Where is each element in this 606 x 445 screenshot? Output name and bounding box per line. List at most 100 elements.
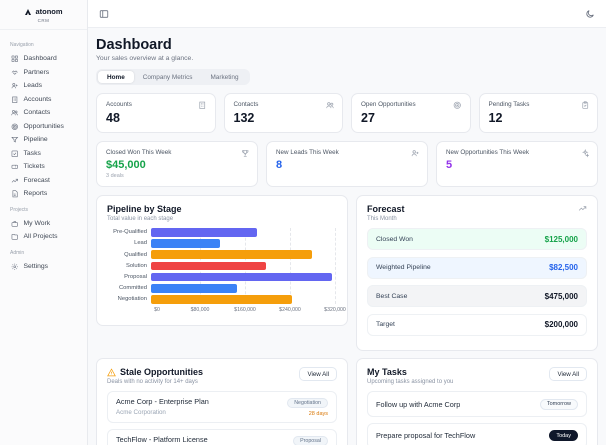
chart-bar xyxy=(151,228,258,237)
logo-icon xyxy=(24,8,32,16)
stat-label: Contacts xyxy=(233,101,259,108)
sidebar-item-leads[interactable]: Leads xyxy=(9,79,78,93)
tab-marketing[interactable]: Marketing xyxy=(210,73,239,81)
forecast-subtitle: This Month xyxy=(367,216,397,222)
sparkles-icon xyxy=(581,149,590,158)
bottom-row: Stale Opportunities Deals with no activi… xyxy=(96,358,598,445)
sidebar-item-partners[interactable]: Partners xyxy=(9,66,78,80)
stat-label: Open Opportunities xyxy=(361,101,416,108)
sidebar-item-pipeline[interactable]: Pipeline xyxy=(9,133,78,147)
task-title: Prepare proposal for TechFlow xyxy=(376,431,476,440)
sidebar-item-label: Partners xyxy=(23,68,50,76)
nav-section-label: Navigation xyxy=(10,42,34,48)
stat-cards-row: Accounts 48 Contacts 132 Open Opportunit… xyxy=(96,93,598,133)
chart-x-tick-label: $320,000 xyxy=(324,307,346,314)
sidebar-item-tickets[interactable]: Tickets xyxy=(9,160,78,174)
stale-item[interactable]: TechFlow - Platform License TechFlow Sol… xyxy=(107,428,337,445)
stale-item[interactable]: Acme Corp - Enterprise Plan Acme Corpora… xyxy=(107,391,337,423)
user-plus-icon xyxy=(11,82,19,90)
tasks-view-all-button[interactable]: View All xyxy=(549,367,587,381)
sidebar-toggle-icon[interactable] xyxy=(99,9,109,19)
funnel-icon xyxy=(11,136,19,144)
trending-up-icon xyxy=(578,204,587,213)
folder-icon xyxy=(11,233,19,241)
sidebar-item-settings[interactable]: Settings xyxy=(9,260,78,274)
tasks-subtitle: Upcoming tasks assigned to you xyxy=(367,379,454,385)
tab-home[interactable]: Home xyxy=(98,71,134,83)
trophy-icon xyxy=(241,149,250,158)
middle-row: Pipeline by Stage Total value in each st… xyxy=(96,195,598,351)
sidebar-nav: Navigation Dashboard Partners Leads Acco… xyxy=(0,30,87,279)
dashboard-content: Dashboard Your sales overview at a glanc… xyxy=(88,28,606,445)
task-due-badge: Tomorrow xyxy=(539,398,578,410)
sidebar-item-label: Dashboard xyxy=(23,55,57,63)
stat-label: Pending Tasks xyxy=(488,101,530,108)
highlight-cards-row: Closed Won This Week $45,000 3 deals New… xyxy=(96,141,598,187)
sidebar-item-tasks[interactable]: Tasks xyxy=(9,147,78,161)
tab-bar: Home Company Metrics Marketing xyxy=(96,69,250,85)
forecast-row: Target $200,000 xyxy=(367,313,587,336)
chart-category-label: Negotiation xyxy=(117,296,147,303)
chart-bar xyxy=(151,239,220,248)
forecast-row-value: $82,500 xyxy=(549,263,578,272)
sidebar-item-label: Contacts xyxy=(23,109,51,117)
stale-subtitle: Deals with no activity for 14+ days xyxy=(107,379,198,385)
stale-days: 28 days xyxy=(308,411,328,417)
highlight-sub: 3 deals xyxy=(106,173,124,179)
highlight-value: 8 xyxy=(276,159,283,171)
tasks-title: My Tasks xyxy=(367,367,407,377)
pipeline-chart-rows: Pre-Qualified Lead Qualified Solution Propos… xyxy=(107,228,337,304)
sidebar-item-forecast[interactable]: Forecast xyxy=(9,174,78,188)
sidebar-item-label: Tasks xyxy=(23,149,41,157)
briefcase-icon xyxy=(11,220,19,228)
stale-item-title: TechFlow - Platform License xyxy=(116,434,208,444)
sidebar-item-contacts[interactable]: Contacts xyxy=(9,106,78,120)
sidebar-item-label: Leads xyxy=(23,82,43,90)
stat-value: 132 xyxy=(233,111,255,125)
sidebar-item-all-projects[interactable]: All Projects xyxy=(9,230,78,244)
tasks-list: Follow up with Acme Corp Tomorrow Prepar… xyxy=(367,391,587,445)
file-text-icon xyxy=(11,190,19,198)
forecast-card: Forecast This Month Closed Won $125,000 … xyxy=(356,195,598,351)
stat-card-contacts: Contacts 132 xyxy=(223,93,343,133)
grid-icon xyxy=(11,55,19,63)
sidebar-item-my-work[interactable]: My Work xyxy=(9,217,78,231)
chart-category-label: Proposal xyxy=(124,274,147,281)
task-title: Follow up with Acme Corp xyxy=(376,399,461,409)
forecast-rows: Closed Won $125,000 Weighted Pipeline $8… xyxy=(367,228,587,336)
theme-toggle-icon[interactable] xyxy=(585,9,595,19)
users-icon xyxy=(326,101,335,110)
sidebar-item-dashboard[interactable]: Dashboard xyxy=(9,52,78,66)
highlight-value: $45,000 xyxy=(106,159,146,171)
stale-item-title: Acme Corp - Enterprise Plan xyxy=(116,397,209,406)
logo-name: atonom xyxy=(35,7,63,16)
stat-value: 12 xyxy=(488,111,503,125)
tab-company-metrics[interactable]: Company Metrics xyxy=(142,73,193,81)
highlight-label: New Opportunities This Week xyxy=(446,149,530,156)
stale-list: Acme Corp - Enterprise Plan Acme Corpora… xyxy=(107,391,337,445)
page-title: Dashboard xyxy=(96,37,172,53)
warning-triangle-icon xyxy=(107,368,116,377)
sidebar-item-reports[interactable]: Reports xyxy=(9,187,78,201)
sidebar-item-accounts[interactable]: Accounts xyxy=(9,93,78,107)
nav-section-label: Projects xyxy=(10,206,29,213)
topbar xyxy=(88,0,606,28)
highlight-value: 5 xyxy=(446,159,453,171)
sidebar-item-label: Settings xyxy=(23,262,49,270)
sidebar-item-opportunities[interactable]: Opportunities xyxy=(9,120,78,134)
task-item[interactable]: Follow up with Acme Corp Tomorrow xyxy=(367,391,587,417)
task-item[interactable]: Prepare proposal for TechFlow Today xyxy=(367,422,587,445)
sidebar-item-label: All Projects xyxy=(23,233,58,241)
stale-view-all-button[interactable]: View All xyxy=(299,367,337,381)
nav-section-label: Admin xyxy=(10,249,25,256)
chart-category-label: Committed xyxy=(118,285,147,292)
chart-category-label: Lead xyxy=(134,240,147,247)
stale-item-company: Acme Corporation xyxy=(116,408,166,416)
chart-bar xyxy=(151,283,238,293)
stat-card-accounts: Accounts 48 xyxy=(96,93,216,133)
pipeline-chart: Pre-Qualified Lead Qualified Solution Propos… xyxy=(107,228,346,315)
highlight-card-new-opportunities: New Opportunities This Week 5 xyxy=(436,141,598,187)
sidebar-item-label: Pipeline xyxy=(23,136,48,144)
chart-bar xyxy=(151,261,266,271)
